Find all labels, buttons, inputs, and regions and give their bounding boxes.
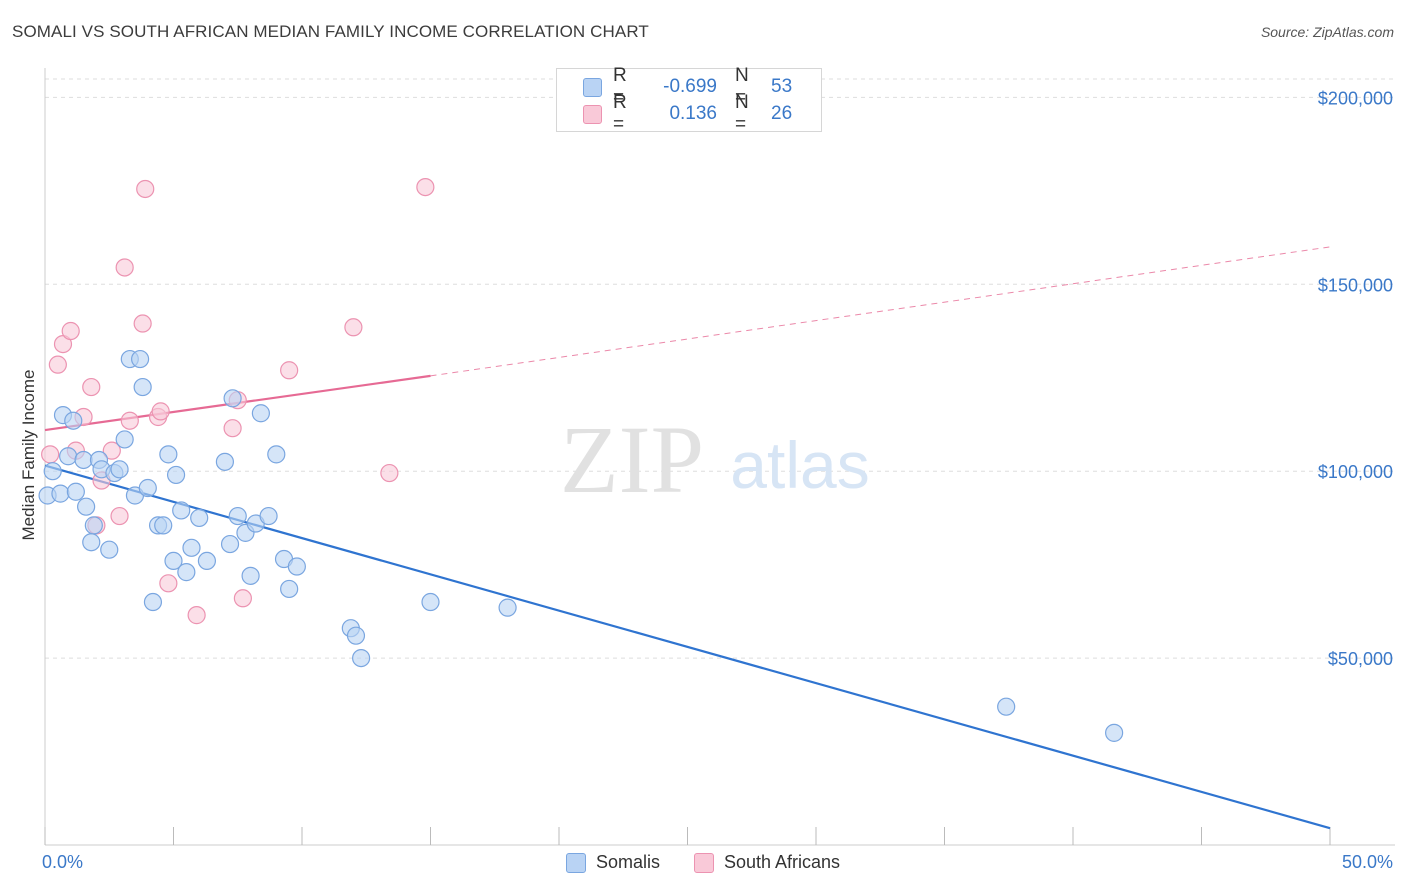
n-label: N = <box>735 65 749 108</box>
y-tick-label: $200,000 <box>1318 88 1393 108</box>
point-south-african <box>344 318 363 337</box>
point-south-african <box>120 411 139 430</box>
point-somali <box>74 450 93 470</box>
legend-label-south-africans: South Africans <box>723 852 841 872</box>
point-south-african <box>110 506 129 526</box>
point-somali <box>100 540 119 559</box>
point-somali <box>115 430 134 449</box>
legend-swatch-somalis <box>565 852 586 873</box>
legend-label-somalis: Somalis <box>595 852 660 872</box>
point-somali <box>164 551 183 571</box>
point-south-african <box>380 463 399 483</box>
point-somali <box>352 648 371 668</box>
axes-layer <box>44 68 1395 846</box>
legend-item-south-africans[interactable]: South Africans <box>693 852 841 873</box>
point-south-african <box>223 419 242 438</box>
point-somali <box>280 579 299 599</box>
point-somali <box>220 534 240 554</box>
point-somali <box>130 349 150 369</box>
point-south-african <box>133 314 152 333</box>
point-south-african <box>115 258 134 277</box>
chart-title: SOMALI VS SOUTH AFRICAN MEDIAN FAMILY IN… <box>12 22 649 41</box>
point-south-african <box>187 606 206 625</box>
point-somali <box>1105 723 1124 742</box>
point-somali <box>64 411 83 430</box>
watermark-zip: ZIP <box>560 406 704 513</box>
point-south-african <box>48 355 67 374</box>
point-somali <box>997 697 1016 716</box>
trend-line-south-africans-extension <box>430 246 1331 377</box>
legend-item-somalis[interactable]: Somalis <box>565 852 660 873</box>
point-somali <box>177 563 196 582</box>
point-south-african <box>159 574 178 593</box>
point-somali <box>346 626 366 645</box>
data-points <box>38 177 1124 742</box>
point-somali <box>138 478 157 498</box>
chart-legend: Somalis South Africans <box>0 852 1406 873</box>
point-somali <box>251 404 270 423</box>
point-somali <box>172 501 191 520</box>
x-tick-label-max: 50.0% <box>1342 852 1393 872</box>
stats-swatch-somalis <box>583 77 602 97</box>
point-somali <box>59 447 78 466</box>
legend-swatch-south-africans <box>693 852 714 873</box>
point-somali <box>166 465 186 485</box>
r-label: R = <box>613 92 627 135</box>
point-south-african <box>280 361 299 380</box>
point-south-african <box>416 177 435 197</box>
y-tick-label: $50,000 <box>1328 649 1393 669</box>
point-somali <box>159 445 178 464</box>
point-somali <box>66 482 85 501</box>
stats-swatch-south-africans <box>583 104 602 124</box>
y-axis-label: Median Family Income <box>19 369 38 540</box>
y-tick-label: $150,000 <box>1318 275 1393 295</box>
point-somali <box>143 592 163 612</box>
watermark: ZIP atlas <box>560 406 870 513</box>
point-somali <box>133 377 152 397</box>
n-label: N = <box>735 92 749 135</box>
point-somali <box>43 462 62 481</box>
watermark-atlas: atlas <box>730 428 869 502</box>
r-value-somalis: -0.699 <box>663 76 717 97</box>
point-somali <box>110 460 129 479</box>
point-somali <box>223 389 242 408</box>
n-value-somalis: 53 <box>771 76 793 97</box>
point-somali <box>182 538 201 557</box>
point-somali <box>498 598 517 617</box>
y-tick-label: $100,000 <box>1318 462 1393 482</box>
point-somali <box>421 592 440 612</box>
point-somali <box>267 445 286 464</box>
r-value-south-africans: 0.136 <box>669 103 717 124</box>
source-label: Source: ZipAtlas.com <box>1260 24 1394 40</box>
point-somali <box>51 484 70 503</box>
point-somali <box>241 566 260 585</box>
point-somali <box>287 557 306 576</box>
point-somali <box>215 452 234 471</box>
r-label: R = <box>613 65 627 108</box>
point-somali <box>77 497 96 516</box>
point-somali <box>259 506 278 526</box>
tick-labels: Median Family Income $50,000 $100,000 $150… <box>19 88 1393 872</box>
x-tick-label-min: 0.0% <box>42 852 83 872</box>
point-somali <box>154 516 173 535</box>
stats-box: R = -0.699 N = 53 R = 0.136 N = 26 <box>556 65 822 135</box>
point-south-african <box>102 441 121 460</box>
n-value-south-africans: 26 <box>771 103 793 124</box>
point-south-african <box>151 402 170 421</box>
point-somali <box>84 516 103 535</box>
point-somali <box>228 506 247 526</box>
point-south-african <box>136 179 155 199</box>
point-south-african <box>233 589 252 608</box>
point-south-african <box>82 377 101 397</box>
point-somali <box>190 508 209 528</box>
point-south-african <box>41 445 60 464</box>
point-somali <box>82 533 101 552</box>
point-somali <box>197 551 217 571</box>
point-south-african <box>61 321 80 341</box>
